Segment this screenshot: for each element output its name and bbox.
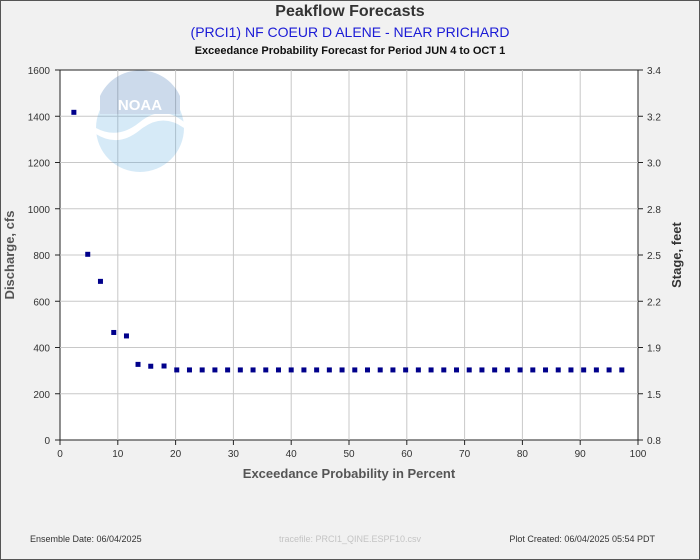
data-point [606, 367, 612, 373]
data-point [263, 367, 269, 373]
data-point [619, 367, 625, 373]
y2-tick-label: 2.5 [647, 251, 661, 262]
y-tick-label: 1400 [28, 112, 51, 123]
period-title: Exceedance Probability Forecast for Peri… [194, 45, 506, 57]
data-point [543, 367, 549, 373]
x-tick-label: 40 [286, 449, 298, 460]
x-tick-label: 100 [630, 449, 647, 460]
x-axis-ticks: 0 10 20 30 40 50 60 70 80 90 100 [57, 440, 647, 460]
y-tick-label: 0 [44, 436, 50, 447]
data-point [364, 367, 370, 373]
data-point [111, 329, 117, 335]
data-point [199, 367, 205, 373]
y2-tick-label: 1.9 [647, 344, 661, 355]
data-point [174, 367, 180, 373]
data-point [352, 367, 358, 373]
data-point [212, 367, 218, 373]
grid [60, 70, 638, 440]
noaa-logo-text: NOAA [118, 97, 162, 114]
x-tick-label: 70 [459, 449, 471, 460]
chart-subtitle: (PRCI1) NF COEUR D ALENE - NEAR PRICHARD [190, 24, 510, 40]
data-point [390, 367, 396, 373]
data-point [288, 367, 294, 373]
y-tick-label: 800 [33, 251, 50, 262]
data-point [428, 367, 434, 373]
y2-tick-label: 0.8 [647, 436, 661, 447]
y-tick-label: 400 [33, 344, 50, 355]
data-point [339, 367, 345, 373]
data-point [530, 367, 536, 373]
plot-created: Plot Created: 06/04/2025 05:54 PDT [509, 534, 655, 544]
x-tick-label: 60 [401, 449, 413, 460]
data-points [71, 109, 625, 373]
y-axis-ticks: 0 200 400 600 800 1000 1200 1400 1600 [28, 66, 60, 447]
data-point [135, 361, 141, 367]
y2-tick-label: 3.4 [647, 66, 661, 77]
data-point [492, 367, 498, 373]
data-point [275, 367, 281, 373]
data-point [504, 367, 510, 373]
data-point [441, 367, 447, 373]
data-point [593, 367, 599, 373]
x-axis-label: Exceedance Probability in Percent [243, 466, 456, 481]
y2-tick-label: 2.2 [647, 297, 661, 308]
data-point [71, 109, 77, 115]
data-point [237, 367, 243, 373]
data-point [517, 367, 523, 373]
data-point [250, 367, 256, 373]
y2-tick-label: 2.8 [647, 205, 661, 216]
ensemble-date: Ensemble Date: 06/04/2025 [30, 534, 142, 544]
x-tick-label: 10 [112, 449, 124, 460]
y-tick-label: 200 [33, 390, 50, 401]
data-point [301, 367, 307, 373]
data-point [466, 367, 472, 373]
y2-tick-label: 1.5 [647, 390, 661, 401]
noaa-logo: NOAA [96, 70, 184, 172]
data-point [85, 251, 91, 257]
x-tick-label: 80 [517, 449, 529, 460]
data-point [454, 367, 460, 373]
data-point [148, 363, 154, 369]
tracefile: tracefile: PRCI1_QINE.ESPF10.csv [278, 534, 422, 544]
data-point [314, 367, 320, 373]
data-point [555, 367, 561, 373]
data-point [225, 367, 231, 373]
x-tick-label: 90 [575, 449, 587, 460]
y2-tick-label: 3.2 [647, 112, 661, 123]
y2-tick-label: 3.0 [647, 159, 661, 170]
x-tick-label: 20 [170, 449, 182, 460]
y2-axis-ticks: 0.8 1.5 1.9 2.2 2.5 2.8 3.0 3.2 3.4 [638, 66, 661, 447]
y-tick-label: 1000 [28, 205, 51, 216]
y2-axis-label: Stage, feet [669, 221, 684, 287]
y-axis-label: Discharge, cfs [2, 211, 17, 300]
data-point [415, 367, 421, 373]
data-point [97, 278, 103, 284]
chart-title: Peakflow Forecasts [275, 3, 425, 20]
x-tick-label: 50 [343, 449, 355, 460]
data-point [403, 367, 409, 373]
y-tick-label: 1200 [28, 159, 51, 170]
x-tick-label: 30 [228, 449, 240, 460]
data-point [326, 367, 332, 373]
data-point [123, 333, 129, 339]
data-point [568, 367, 574, 373]
data-point [377, 367, 383, 373]
data-point [581, 367, 587, 373]
x-tick-label: 0 [57, 449, 63, 460]
data-point [186, 367, 192, 373]
data-point [479, 367, 485, 373]
y-tick-label: 600 [33, 297, 50, 308]
data-point [161, 363, 167, 369]
y-tick-label: 1600 [28, 66, 51, 77]
